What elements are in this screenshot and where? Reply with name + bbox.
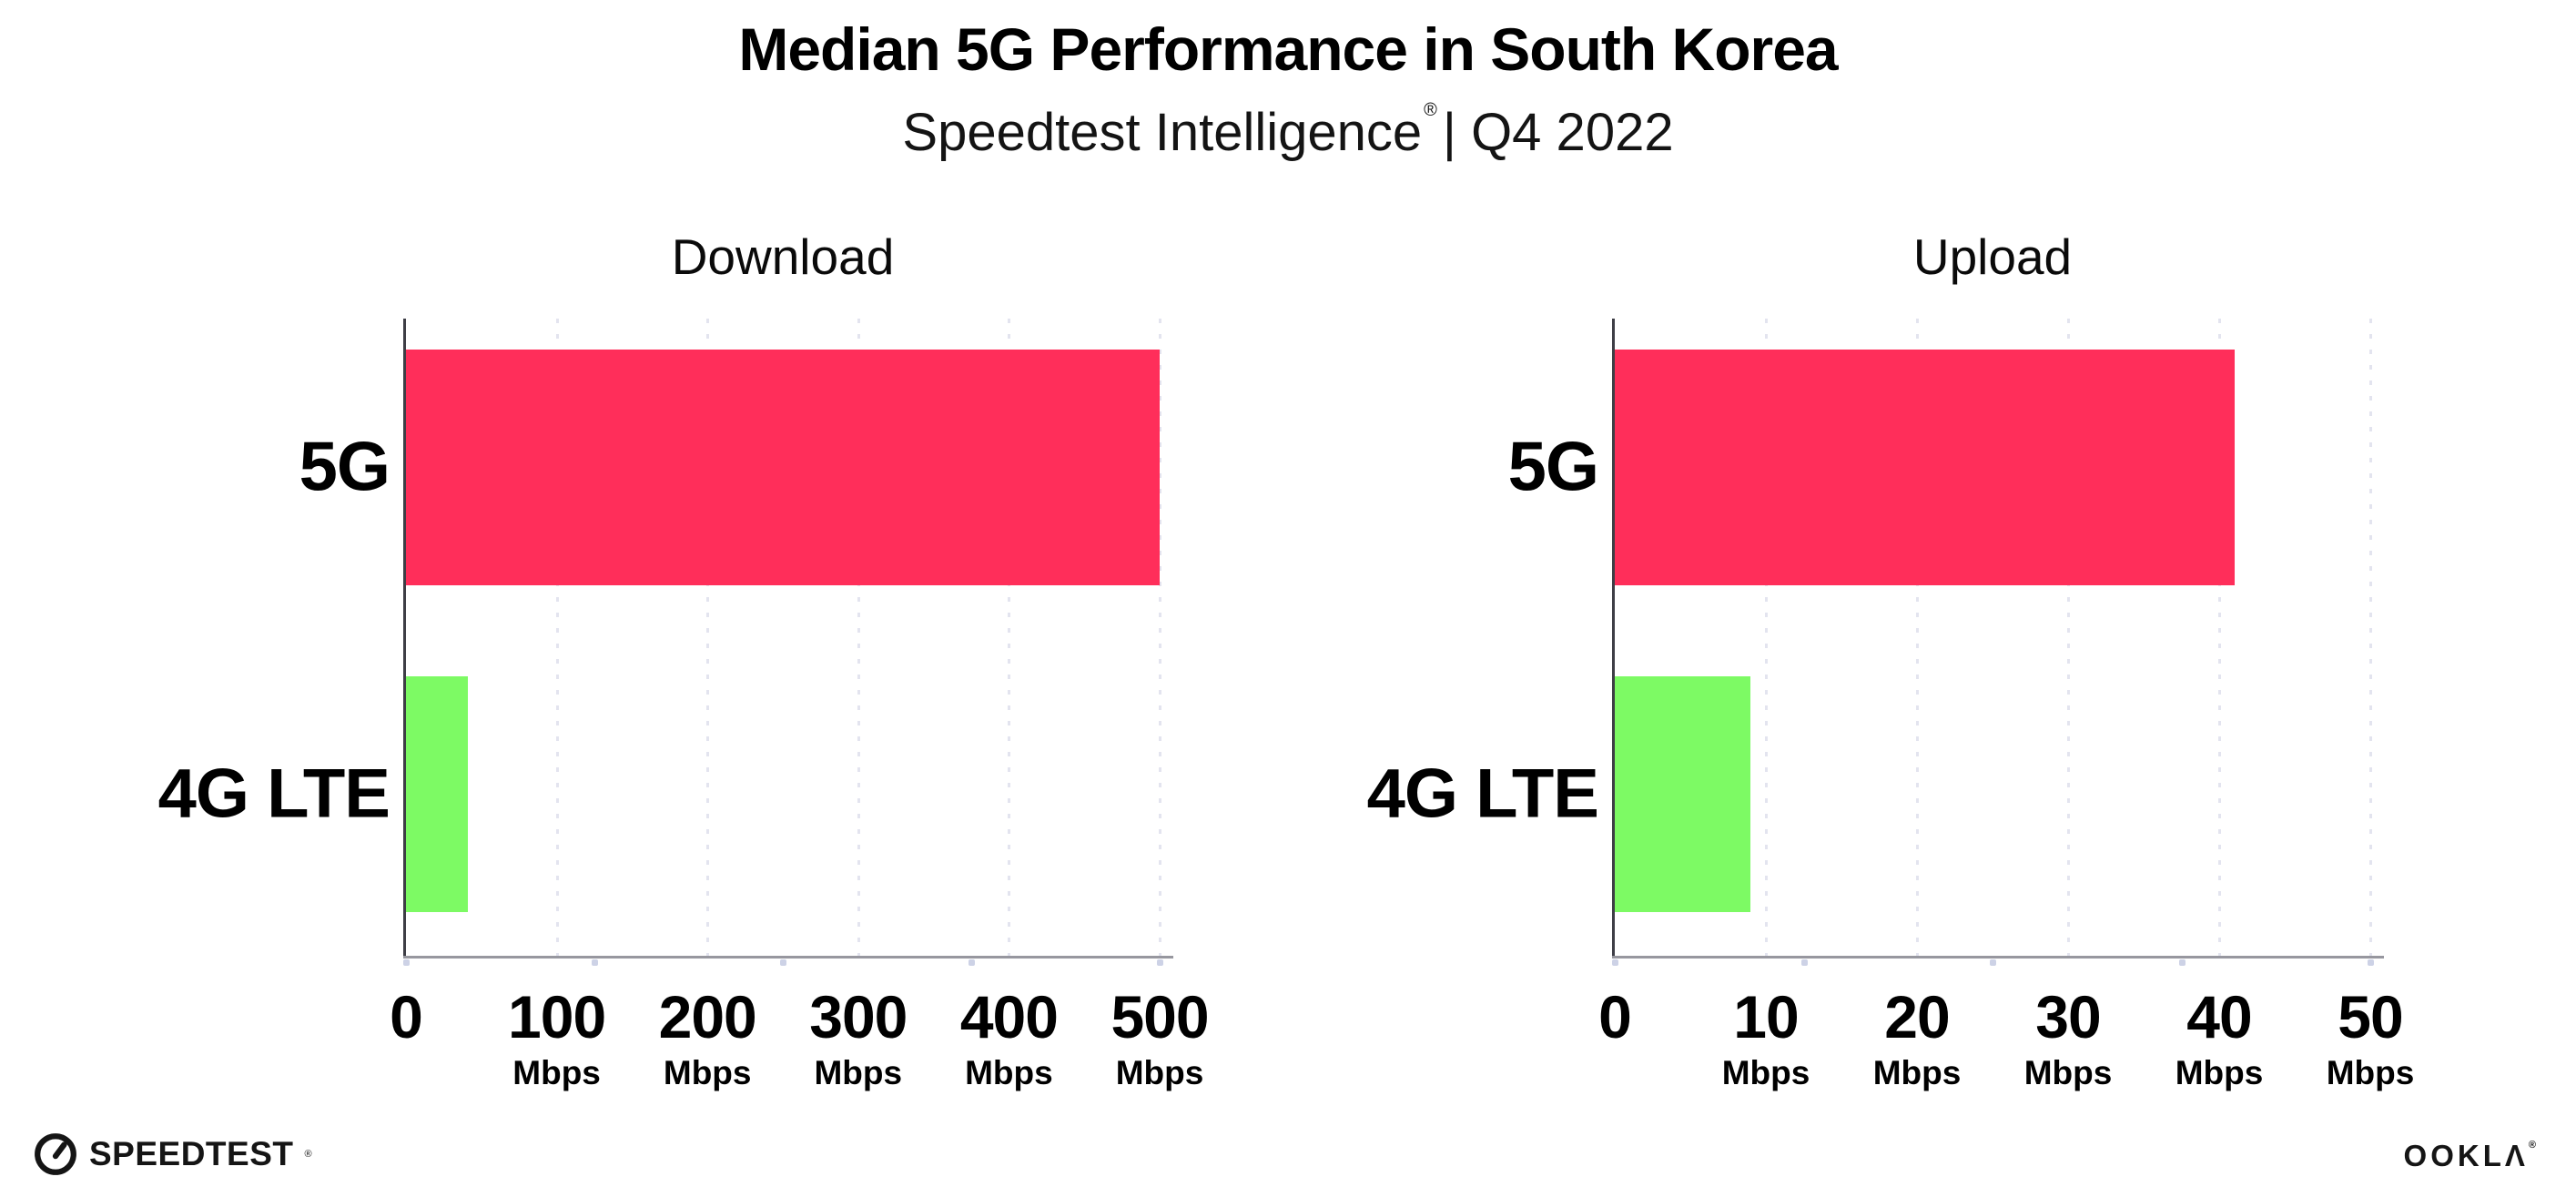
gridline [1765, 319, 1768, 956]
category-label-5g: 5G [299, 428, 390, 506]
gridline [555, 319, 559, 956]
x-tick-label: 400 Mbps [959, 983, 1059, 1091]
bar-upload-5g [1615, 350, 2235, 585]
tick-unit: Mbps [814, 1054, 903, 1091]
tick-unit: Mbps [2326, 1054, 2415, 1091]
bar-download-4g-lte [406, 676, 468, 912]
x-axis [1612, 956, 2384, 959]
main-title: Median 5G Performance in South Korea [738, 15, 1838, 83]
registered-mark: ® [2528, 1140, 2540, 1151]
tick-unit: Mbps [1872, 1054, 1962, 1091]
tick-mark [592, 959, 598, 966]
tick-unit: Mbps [2023, 1054, 2113, 1091]
tick-unit [390, 1056, 422, 1090]
x-tick-label: 20 Mbps [1873, 987, 1962, 1090]
tick-value: 0 [1598, 983, 1632, 1050]
subtitle: Speedtest Intelligence ® | Q4 2022 [0, 100, 2576, 163]
tick-mark [969, 959, 975, 966]
x-axis [403, 956, 1173, 959]
tick-unit: Mbps [2175, 1054, 2264, 1091]
x-tick-label: 300 Mbps [809, 983, 908, 1091]
subtitle-brand: Speedtest Intelligence [902, 103, 1423, 162]
gridline [1916, 319, 1919, 956]
tick-value: 300 [809, 983, 908, 1050]
tick-value: 50 [2338, 983, 2403, 1050]
tick-mark [2368, 959, 2374, 966]
registered-mark: ® [304, 1149, 312, 1160]
category-label-5g: 5G [1507, 428, 1599, 506]
gridline [857, 319, 860, 956]
bar-download-5g [406, 350, 1160, 585]
tick-value: 200 [658, 983, 757, 1050]
gridline [2369, 319, 2372, 956]
chart-title-download: Download [671, 228, 895, 285]
speedtest-logo: SPEEDTEST ® [33, 1131, 312, 1177]
tick-mark [2178, 959, 2186, 966]
ookla-logo: OOKLΛ® [2404, 1139, 2540, 1173]
plot-area-download: Download 5G 4G LTE 0 100 Mbps 200 Mbps 3… [158, 228, 1210, 1090]
gridline [1008, 319, 1011, 956]
tick-mark [1800, 959, 1808, 966]
subtitle-period: | Q4 2022 [1442, 103, 1674, 162]
tick-mark [780, 959, 786, 966]
tick-unit: Mbps [512, 1054, 601, 1091]
x-tick-label: 30 Mbps [2024, 987, 2113, 1090]
tick-mark [403, 959, 410, 966]
tick-mark [1612, 959, 1618, 966]
chart-title-upload: Upload [1912, 228, 2073, 285]
tick-value: 0 [390, 983, 423, 1050]
registered-mark: ® [1424, 100, 1437, 120]
tick-unit: Mbps [1115, 1054, 1204, 1091]
tick-value: 100 [508, 983, 606, 1050]
x-tick-label: 0 [1598, 983, 1632, 1090]
x-tick-label: 500 Mbps [1111, 983, 1209, 1091]
gridline [2218, 319, 2221, 956]
tick-value: 20 [1884, 983, 1950, 1050]
plot-area-upload: Upload 5G 4G LTE 0 10 Mbps 20 Mbps 30 [1367, 228, 2415, 1090]
tick-mark [1157, 959, 1163, 966]
speedtest-logo-text: SPEEDTEST [89, 1135, 294, 1172]
ookla-logo-text: OOKLΛ [2403, 1139, 2529, 1172]
category-label-4g-lte: 4G LTE [157, 755, 390, 833]
tick-mark [1990, 959, 1996, 966]
tick-value: 30 [2035, 983, 2101, 1050]
gridline [706, 319, 710, 956]
gridline [2067, 319, 2070, 956]
x-tick-label: 10 Mbps [1722, 987, 1810, 1090]
speedtest-gauge-icon [35, 1133, 76, 1175]
tick-value: 40 [2186, 983, 2252, 1050]
x-tick-label: 40 Mbps [2175, 987, 2264, 1090]
category-label-4g-lte: 4G LTE [1366, 755, 1599, 833]
gridline [1159, 319, 1161, 956]
x-tick-label: 200 Mbps [658, 983, 757, 1091]
tick-value: 500 [1111, 983, 1209, 1050]
x-tick-label: 50 Mbps [2327, 987, 2415, 1090]
tick-unit: Mbps [1721, 1054, 1810, 1091]
tick-unit [1598, 1056, 1631, 1090]
x-tick-label: 0 [390, 983, 423, 1090]
x-tick-label: 100 Mbps [508, 983, 606, 1091]
tick-unit: Mbps [663, 1054, 752, 1091]
bar-upload-4g-lte [1615, 676, 1751, 912]
tick-value: 10 [1733, 983, 1799, 1050]
tick-value: 400 [959, 983, 1059, 1050]
tick-unit: Mbps [965, 1054, 1053, 1091]
